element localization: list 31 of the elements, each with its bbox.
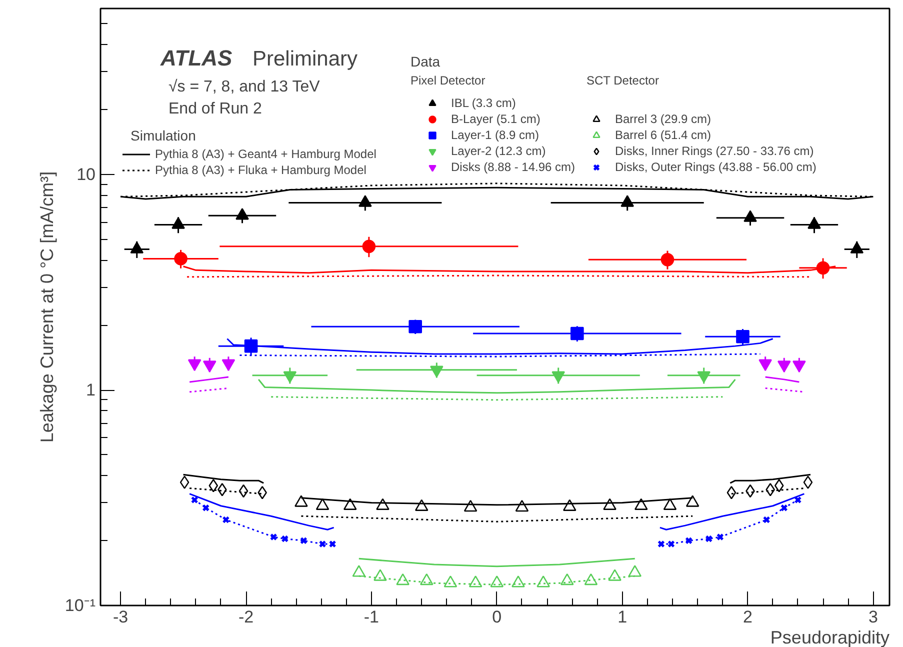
annotation: Simulation	[130, 128, 196, 144]
annotation: √s = 7, 8, and 13 TeV	[168, 78, 320, 96]
annotation: SCT Detector	[586, 74, 659, 88]
x-tick-label: 2	[743, 608, 752, 626]
legend-label: Pythia 8 (A3) + Fluka + Hamburg Model	[155, 163, 366, 177]
legend-label: Layer-2 (12.3 cm)	[451, 144, 546, 158]
legend-label: Pythia 8 (A3) + Geant4 + Hamburg Model	[155, 147, 376, 161]
annotation: ATLAS	[160, 46, 233, 70]
y-axis-title: Leakage Current at 0 °C [mA/cm³]	[36, 171, 57, 443]
x-tick-label: 1	[618, 608, 628, 626]
y-tick-label: 10	[76, 165, 96, 184]
annotation: Data	[410, 54, 440, 70]
annotation: Preliminary	[252, 48, 358, 70]
annotation: Pixel Detector	[410, 74, 486, 88]
legend-label: Layer-1 (8.9 cm)	[451, 128, 540, 142]
legend-label: Barrel 3 (29.9 cm)	[615, 112, 712, 126]
x-tick-label: -2	[238, 608, 254, 626]
x-tick-label: 3	[868, 608, 878, 626]
x-tick-label: -3	[113, 608, 128, 626]
x-tick-label: 0	[492, 608, 502, 626]
legend-label: IBL (3.3 cm)	[451, 96, 516, 110]
y-tick-label: 1	[86, 380, 96, 400]
legend-label: Disks, Outer Rings (43.88 - 56.00 cm)	[615, 160, 816, 174]
legend-label: B-Layer (5.1 cm)	[451, 112, 540, 126]
legend-label: Barrel 6 (51.4 cm)	[615, 128, 712, 142]
x-axis-title: Pseudorapidity	[770, 628, 890, 647]
y-tick-label: 10⁻¹	[64, 596, 96, 615]
x-tick-label: -1	[364, 608, 380, 626]
legend-label: Disks (8.88 - 14.96 cm)	[451, 160, 576, 174]
legend-label: Disks, Inner Rings (27.50 - 33.76 cm)	[615, 144, 814, 158]
annotation: End of Run 2	[168, 100, 262, 118]
